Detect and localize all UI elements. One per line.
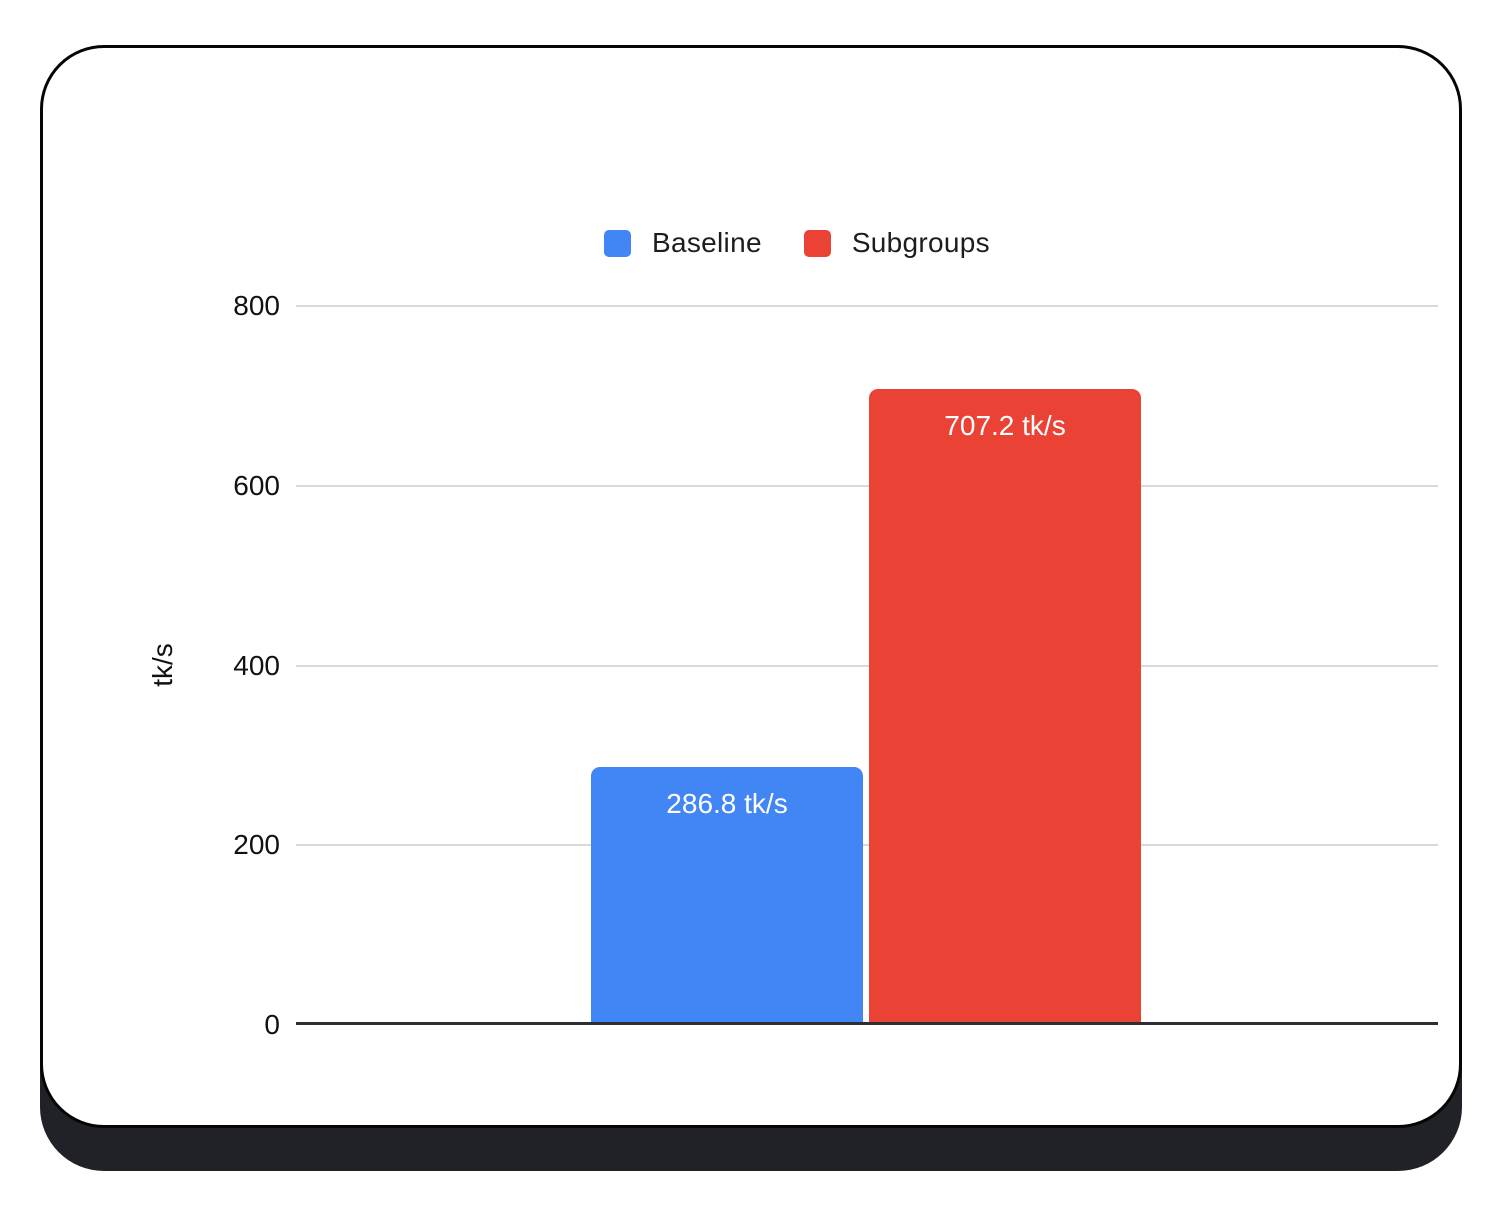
x-axis-baseline: [296, 1022, 1438, 1025]
bar-value-label: 707.2 tk/s: [944, 410, 1066, 441]
gridline-200: [296, 844, 1438, 847]
y-tick-label-800: 800: [233, 290, 280, 321]
y-tick-label-600: 600: [233, 469, 280, 501]
legend-label: Baseline: [652, 227, 762, 258]
legend-swatch-icon: [803, 229, 831, 257]
bar-subgroups: 707.2 tk/s: [869, 389, 1141, 1025]
y-tick-label-200: 200: [233, 829, 280, 861]
bar-baseline: 286.8 tk/s: [591, 767, 863, 1025]
legend-swatch-icon: [604, 229, 632, 257]
y-tick-label-400: 400: [233, 649, 280, 681]
gridline-800: [296, 305, 1438, 307]
y-tick-label-0: 0: [264, 1009, 280, 1040]
chart-legend: Baseline Subgroups: [43, 227, 1508, 259]
legend-item-subgroups: Subgroups: [803, 227, 990, 259]
legend-label: Subgroups: [851, 227, 990, 258]
gridline-400: [296, 664, 1438, 667]
chart-card: Baseline Subgroups tk/s 0 200 400 600 800 286.…: [40, 45, 1462, 1128]
gridline-600: [296, 484, 1438, 487]
plot-area: 0 200 400 600 800 286.8 tk/s 707.2 tk/s: [233, 290, 1438, 1040]
legend-item-baseline: Baseline: [604, 227, 762, 259]
bar-value-label: 286.8 tk/s: [666, 788, 788, 819]
